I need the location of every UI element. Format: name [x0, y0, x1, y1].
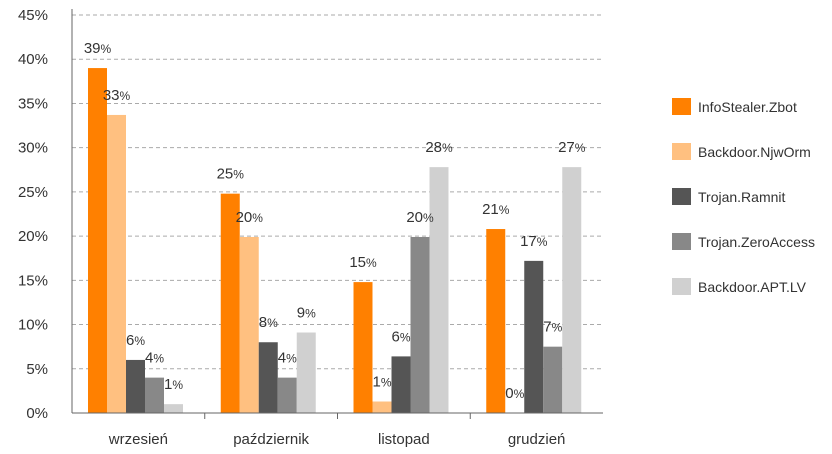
gridlines [72, 14, 603, 370]
bar [562, 167, 582, 413]
bar [524, 260, 544, 413]
legend-label: Backdoor.NjwOrm [698, 144, 811, 160]
legend-label: Trojan.Ramnit [698, 189, 786, 205]
data-label: 6% [391, 328, 410, 345]
y-tick-label: 45% [18, 7, 48, 24]
bar [88, 68, 107, 414]
data-label: 0% [505, 385, 524, 402]
legend-swatch [672, 278, 691, 295]
data-label: 28% [425, 139, 453, 156]
data-label: 7% [543, 319, 562, 336]
bar [220, 193, 240, 413]
legend-swatch [672, 188, 691, 205]
bar [410, 236, 430, 413]
legend-swatch [672, 98, 691, 115]
bar [164, 404, 183, 413]
bar [372, 401, 392, 413]
y-axis: 0% 5% 10% 15% 20% 25% 30% 35% 40% 45% [18, 7, 73, 422]
data-label: 4% [145, 350, 164, 367]
data-label: 20% [406, 209, 434, 226]
y-tick-label: 15% [18, 272, 48, 289]
bar [145, 377, 164, 413]
bar [239, 236, 259, 413]
data-label: 33% [103, 87, 131, 104]
data-label: 21% [482, 201, 510, 218]
bar [391, 356, 411, 413]
data-label: 39% [84, 40, 112, 57]
bar [126, 359, 145, 413]
data-label: 6% [126, 332, 145, 349]
data-label: 9% [297, 305, 316, 322]
legend-swatch [672, 233, 691, 250]
x-category-label: listopad [378, 431, 430, 448]
x-category-label: wrzesień [108, 431, 168, 448]
bar [258, 342, 278, 413]
bar [277, 377, 297, 413]
data-label: 1% [164, 376, 183, 393]
y-tick-label: 25% [18, 184, 48, 201]
x-axis: wrzesień październik listopad grudzień [72, 412, 603, 448]
legend: InfoStealer.Zbot Backdoor.NjwOrm Trojan.Ra… [672, 98, 815, 295]
bar [353, 282, 373, 413]
bar [486, 229, 506, 413]
data-label: 17% [520, 233, 548, 250]
bar [429, 167, 449, 413]
y-tick-label: 10% [18, 317, 48, 334]
x-category-label: październik [233, 431, 309, 448]
y-tick-label: 30% [18, 140, 48, 157]
legend-swatch [672, 143, 691, 160]
y-tick-label: 5% [26, 361, 48, 378]
data-label: 8% [259, 314, 278, 331]
legend-label: Trojan.ZeroAccess [698, 234, 815, 250]
bar [107, 114, 126, 413]
data-label: 15% [349, 254, 377, 271]
bar [543, 346, 563, 413]
y-tick-label: 20% [18, 228, 48, 245]
data-label: 27% [558, 139, 586, 156]
bars [88, 68, 582, 414]
y-tick-label: 35% [18, 95, 48, 112]
x-category-label: grudzień [508, 431, 566, 448]
legend-label: InfoStealer.Zbot [698, 99, 797, 115]
data-label: 4% [278, 350, 297, 367]
data-label: 25% [217, 166, 245, 183]
legend-label: Backdoor.APT.LV [698, 279, 807, 295]
data-label: 20% [236, 209, 264, 226]
data-labels: 39%33%6%4%1%25%20%8%4%9%15%1%6%20%28%21%… [84, 40, 586, 402]
y-tick-label: 0% [26, 405, 48, 422]
data-label: 1% [372, 374, 391, 391]
bar [296, 332, 316, 413]
y-tick-label: 40% [18, 51, 48, 68]
